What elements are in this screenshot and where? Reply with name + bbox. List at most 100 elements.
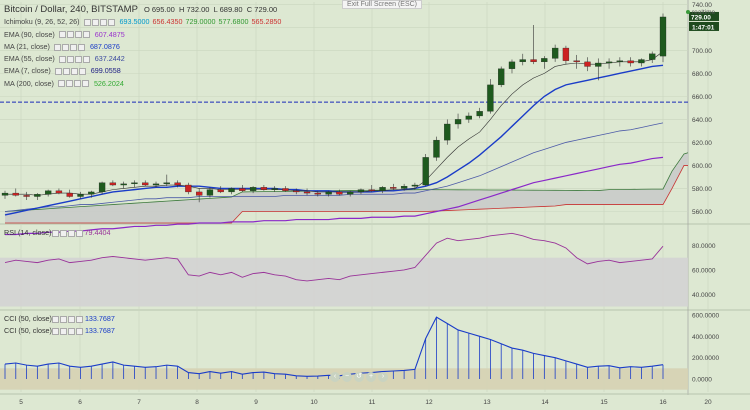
indicator-value: 577.6800 (218, 17, 249, 27)
indicator-row-0: Ichimoku (9, 26, 52, 26) 693.5000 656.4350… (4, 16, 281, 28)
candle-body (131, 182, 138, 185)
candle-body (595, 62, 602, 67)
time-tick-label: 5 (19, 399, 23, 406)
indicator-buttons[interactable] (54, 68, 86, 76)
candle-body (638, 59, 645, 64)
rsi-legend: RSI (14, close) 79.4404 (4, 228, 111, 237)
price-tick-label: 700.00 (692, 48, 712, 55)
price-tick-label: 740.00 (692, 2, 712, 9)
candle-body (649, 53, 656, 60)
ohlc-readout: O 695.00 H 732.00 L 689.80 C 729.00 (143, 5, 278, 14)
ema-55-line (4, 122, 664, 212)
time-tick-label: 8 (195, 399, 199, 406)
candle-body (98, 182, 106, 193)
candle-body (196, 191, 203, 196)
realtime-dot-icon (686, 10, 690, 15)
candle-body (379, 187, 386, 191)
candle-body (616, 60, 624, 63)
candle-body (508, 61, 516, 69)
ema-7-line (5, 51, 664, 196)
rsi-pane (0, 232, 688, 307)
time-tick-label: 13 (483, 399, 491, 406)
indicator-row-3: EMA (55, close) 637.2442 (4, 53, 281, 65)
candle-body (12, 192, 19, 196)
candlesticks (1, 13, 667, 203)
indicator-value: 607.4875 (94, 29, 125, 39)
candle-body (336, 191, 343, 195)
candle-body (228, 188, 235, 193)
price-tick-label: 600.00 (692, 163, 712, 170)
price-tick-label: 680.00 (692, 71, 712, 78)
indicator-value: 699.0558 (90, 66, 121, 76)
indicator-row-5: MA (200, close) 526.2024 (4, 78, 281, 90)
indicator-buttons[interactable] (57, 80, 89, 88)
cci-tick-label: 0.0000 (692, 377, 712, 384)
price-tick-label: 660.00 (692, 94, 712, 101)
candle-body (109, 182, 117, 186)
candle-body (88, 191, 95, 195)
exit-fullscreen-button[interactable]: Exit Full Screen (ESC) (342, 0, 423, 9)
indicator-value: 656.4350 (152, 17, 183, 27)
candle-body (44, 190, 52, 195)
cloud-area (5, 152, 688, 223)
time-tick-label: 7 (137, 399, 141, 406)
rsi-line (4, 232, 664, 282)
indicator-row-4: EMA (7, close) 699.0558 (4, 65, 281, 77)
time-tick-label: 20 (704, 399, 712, 406)
cci-legend-row-1: CCI (50, close) 133.7687 (4, 314, 115, 323)
cci-tick-label: 200.0000 (692, 355, 719, 362)
rsi-tick-label: 60.0000 (692, 267, 716, 274)
countdown-badge (689, 21, 719, 31)
candle-body (422, 157, 429, 186)
indicator-buttons[interactable] (58, 31, 90, 39)
scroll-left-icon[interactable]: ‹ (330, 372, 340, 382)
candle-body (271, 188, 278, 190)
candle-body (23, 195, 30, 197)
candle-body (573, 60, 580, 63)
ma-21-line (4, 64, 664, 216)
rsi-legend-buttons[interactable] (51, 229, 83, 237)
candle-body (659, 16, 667, 57)
candle-body (584, 61, 591, 67)
cci-tick-label: 600.0000 (692, 313, 719, 320)
indicator-value: 526.2024 (93, 78, 124, 88)
cci-tick-label: 400.0000 (692, 334, 719, 341)
candle-body (185, 184, 192, 193)
indicator-row-1: EMA (90, close) 607.4875 (4, 29, 281, 41)
last-price-badge (689, 11, 719, 21)
candle-body (519, 59, 526, 63)
indicator-buttons[interactable] (53, 43, 85, 51)
scroll-right-icon[interactable]: › (378, 372, 388, 382)
indicator-value: 637.2442 (94, 54, 125, 64)
candle-body (627, 60, 634, 64)
candle-body (487, 84, 494, 112)
zoom-in-icon[interactable]: + (366, 372, 376, 382)
indicator-value: 693.5000 (119, 17, 150, 27)
candle-body (55, 190, 63, 194)
chart-navigation[interactable]: ‹ − ↺ + › (330, 372, 388, 382)
candle-body (66, 192, 73, 197)
candle-body (541, 58, 548, 63)
candle-body (163, 182, 170, 185)
candle-body (368, 189, 375, 191)
senkou-span-a (4, 152, 689, 212)
candle-body (454, 119, 462, 125)
reset-icon[interactable]: ↺ (354, 372, 364, 382)
candle-body (498, 68, 505, 86)
candle-body (120, 183, 127, 186)
time-tick-label: 11 (369, 399, 376, 406)
indicator-buttons[interactable] (83, 18, 115, 26)
candle-body (77, 194, 84, 197)
candle-body (551, 47, 559, 59)
candle-body (303, 191, 311, 194)
time-tick-label: 14 (541, 399, 549, 406)
candle-body (325, 191, 332, 195)
zoom-out-icon[interactable]: − (342, 372, 352, 382)
indicator-buttons[interactable] (58, 55, 90, 63)
indicator-value: 565.2850 (251, 17, 282, 27)
candle-body (142, 182, 149, 186)
time-tick-label: 12 (425, 399, 433, 406)
candle-body (465, 115, 472, 120)
